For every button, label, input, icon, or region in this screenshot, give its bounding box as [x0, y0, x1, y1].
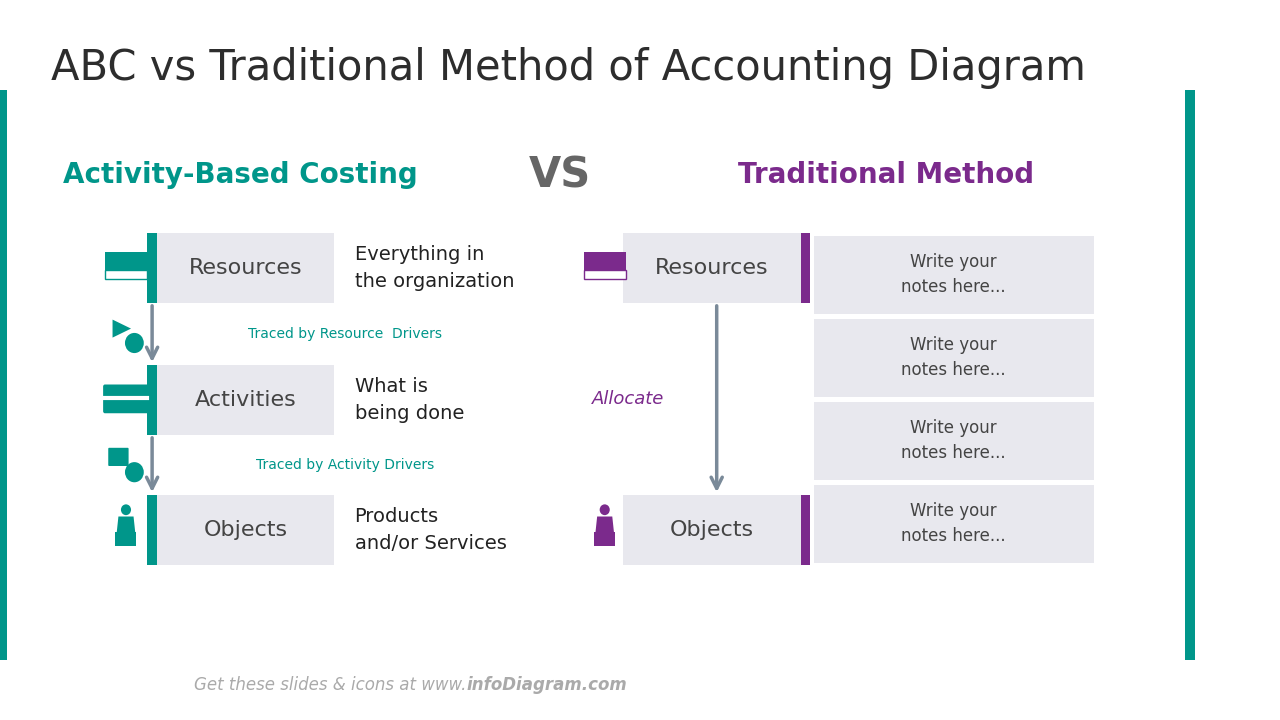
FancyBboxPatch shape: [623, 233, 801, 303]
Text: Write your
notes here...: Write your notes here...: [901, 502, 1006, 545]
Polygon shape: [595, 516, 614, 532]
FancyBboxPatch shape: [104, 384, 148, 413]
FancyBboxPatch shape: [1185, 90, 1194, 660]
Text: Resources: Resources: [655, 258, 769, 278]
FancyBboxPatch shape: [105, 270, 147, 279]
FancyBboxPatch shape: [147, 233, 156, 303]
Text: infoDiagram.com: infoDiagram.com: [467, 676, 627, 694]
Text: VS: VS: [529, 154, 591, 196]
Text: What is
being done: What is being done: [355, 377, 463, 423]
Text: Write your
notes here...: Write your notes here...: [901, 253, 1006, 296]
Circle shape: [125, 333, 143, 353]
FancyBboxPatch shape: [814, 318, 1093, 397]
Circle shape: [125, 462, 143, 482]
FancyBboxPatch shape: [801, 495, 810, 565]
Polygon shape: [584, 252, 626, 275]
Text: Products
and/or Services: Products and/or Services: [355, 508, 507, 553]
Text: Traced by Activity Drivers: Traced by Activity Drivers: [256, 458, 434, 472]
FancyBboxPatch shape: [0, 90, 8, 660]
Circle shape: [120, 504, 131, 515]
Text: Objects: Objects: [204, 520, 288, 540]
FancyBboxPatch shape: [156, 495, 334, 565]
FancyBboxPatch shape: [814, 235, 1093, 313]
FancyBboxPatch shape: [814, 402, 1093, 480]
FancyBboxPatch shape: [814, 485, 1093, 562]
Text: Objects: Objects: [669, 520, 754, 540]
Polygon shape: [105, 252, 147, 275]
Text: Traditional Method: Traditional Method: [739, 161, 1034, 189]
Text: Resources: Resources: [188, 258, 302, 278]
FancyBboxPatch shape: [623, 495, 801, 565]
FancyBboxPatch shape: [156, 365, 334, 435]
Text: Get these slides & icons at www.: Get these slides & icons at www.: [195, 676, 467, 694]
Polygon shape: [113, 320, 131, 338]
Text: Everything in
the organization: Everything in the organization: [355, 246, 515, 291]
FancyBboxPatch shape: [147, 365, 156, 435]
FancyBboxPatch shape: [115, 532, 137, 546]
FancyBboxPatch shape: [156, 233, 334, 303]
FancyBboxPatch shape: [584, 270, 626, 279]
Text: Write your
notes here...: Write your notes here...: [901, 336, 1006, 379]
Text: Activity-Based Costing: Activity-Based Costing: [64, 161, 419, 189]
Polygon shape: [116, 516, 136, 532]
Circle shape: [599, 504, 609, 515]
FancyBboxPatch shape: [147, 495, 156, 565]
Text: Write your
notes here...: Write your notes here...: [901, 419, 1006, 462]
Text: Activities: Activities: [195, 390, 296, 410]
FancyBboxPatch shape: [109, 448, 128, 466]
Text: Traced by Resource  Drivers: Traced by Resource Drivers: [248, 327, 443, 341]
FancyBboxPatch shape: [801, 233, 810, 303]
FancyBboxPatch shape: [594, 532, 616, 546]
Text: ABC vs Traditional Method of Accounting Diagram: ABC vs Traditional Method of Accounting …: [51, 47, 1087, 89]
Text: Allocate: Allocate: [591, 390, 664, 408]
